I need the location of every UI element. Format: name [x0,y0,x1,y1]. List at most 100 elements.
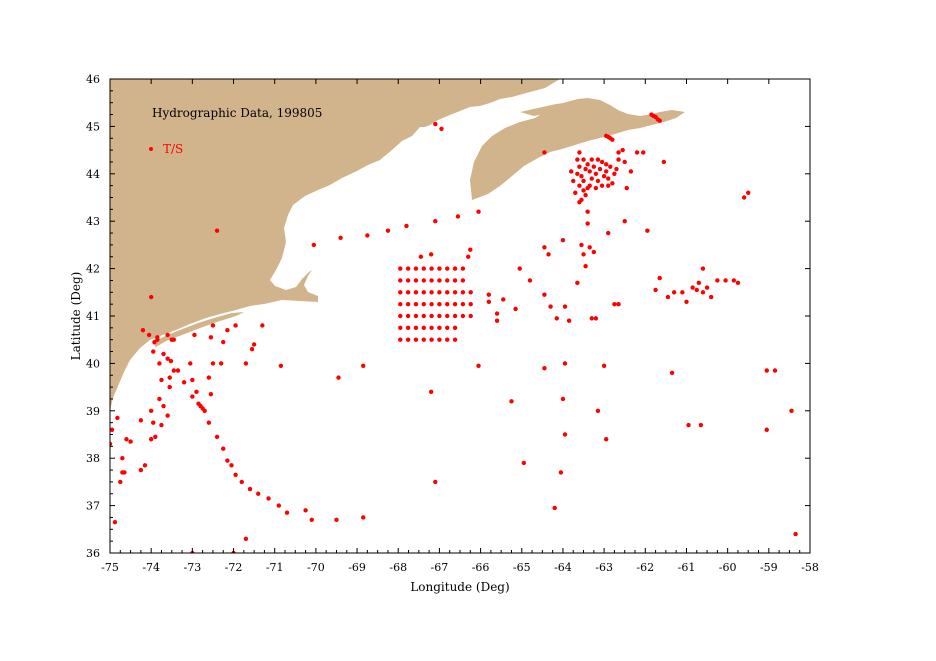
station-point [452,337,458,342]
station-point [202,408,207,413]
station-point [581,157,586,162]
station-point [190,377,195,383]
station-point [558,470,564,475]
station-point [194,389,199,395]
x-tick-label: -58 [801,561,819,574]
station-point [413,325,419,331]
station-point [575,157,580,162]
station-point [433,121,438,127]
station-point [165,356,170,361]
station-point [421,266,426,271]
station-point [585,209,590,214]
station-point [466,254,471,259]
station-point [494,318,500,323]
x-tick-label: -60 [719,561,737,574]
station-point [361,363,366,368]
station-point [641,150,646,155]
station-point [112,519,118,525]
station-point [620,147,625,153]
station-point [233,472,238,477]
station-point [741,195,747,200]
station-point [110,427,115,432]
x-tick-label: -64 [554,561,572,574]
station-point [486,299,492,304]
station-point [700,266,706,271]
station-point [542,365,547,371]
station-point [445,337,450,342]
station-point [437,278,442,283]
station-point [153,434,158,440]
x-tick-label: -73 [183,561,201,574]
station-point [429,337,434,342]
station-point [581,188,586,193]
station-point [120,456,125,461]
station-point [206,375,212,380]
station-point [455,214,461,219]
station-point [509,399,514,404]
y-tick-label: 40 [86,357,100,370]
x-tick-label: -59 [760,561,778,574]
station-point [398,337,403,342]
station-point [581,178,586,184]
station-point [175,368,181,373]
x-tick-label: -70 [307,561,325,574]
y-tick-label: 41 [86,310,100,323]
station-point [452,290,458,295]
x-tick-label: -75 [101,561,119,574]
station-point [593,171,599,176]
station-point [665,294,671,300]
station-point [229,463,234,468]
land-us-mainland [110,79,560,410]
station-point [404,223,409,229]
station-point [181,380,187,385]
station-point [575,280,580,286]
station-point [256,491,261,496]
station-point [421,337,426,342]
x-tick-label: -74 [142,561,160,574]
station-point [284,510,290,515]
station-point [606,176,611,181]
station-point [612,301,617,307]
station-point [233,323,238,328]
map-title: Hydrographic Data, 199805 [152,106,322,120]
station-point [445,313,450,319]
station-point [452,278,458,283]
station-point [165,413,170,418]
station-point [616,150,621,155]
station-point [684,299,689,304]
station-point [723,278,728,283]
legend: T/S [149,142,183,156]
station-point [566,318,572,323]
station-point [579,242,584,248]
station-point [276,503,282,508]
station-point [161,351,166,357]
station-point [122,470,127,475]
station-point [562,361,568,366]
station-point [214,228,220,233]
station-point [138,467,144,473]
station-point [585,221,590,226]
station-point [405,266,411,271]
station-point [413,266,419,271]
station-point [151,349,156,354]
station-point [593,185,599,191]
station-point [622,159,627,165]
y-tick-label: 38 [86,452,100,465]
station-point [562,432,568,437]
station-point [686,422,691,428]
station-point [595,408,601,413]
station-point [210,323,216,328]
station-point [110,441,113,447]
station-point [476,363,481,368]
station-point [429,278,434,283]
station-point [661,159,667,165]
station-point [385,228,391,233]
station-point [573,190,578,195]
station-point [460,266,466,271]
station-point [413,278,419,283]
station-point [138,418,144,423]
x-tick-label: -61 [678,561,696,574]
station-point [157,396,162,402]
station-point [148,294,154,300]
station-point [445,266,450,271]
